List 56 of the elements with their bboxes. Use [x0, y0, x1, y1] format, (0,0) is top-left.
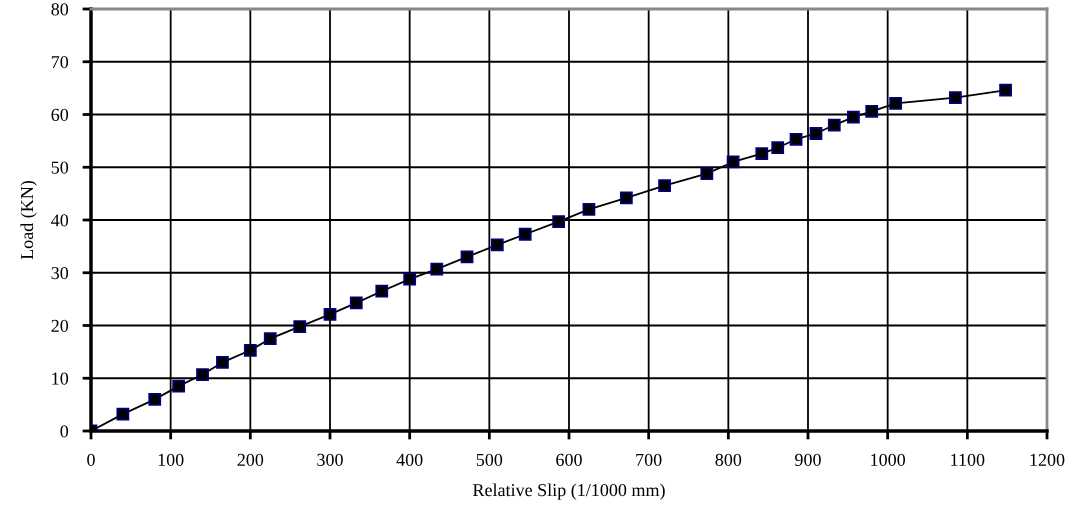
x-tick-label: 600 — [556, 453, 582, 466]
point — [889, 97, 903, 110]
point — [865, 104, 879, 118]
point — [999, 83, 1012, 97]
y-tick-label: 50 — [51, 161, 69, 174]
y-tick-label: 30 — [51, 267, 69, 280]
point — [172, 379, 186, 393]
x-tick-label: 300 — [317, 453, 343, 466]
point — [755, 147, 769, 160]
point — [375, 284, 389, 298]
point — [726, 155, 740, 169]
point — [619, 191, 633, 205]
point — [700, 167, 714, 180]
point — [403, 272, 417, 286]
point — [323, 308, 337, 321]
x-tick-label: 700 — [636, 453, 662, 466]
point — [216, 356, 229, 369]
y-axis-title: Load (KN) — [20, 180, 37, 260]
x-tick-label: 1100 — [951, 453, 985, 466]
point — [196, 368, 209, 381]
x-tick-label: 800 — [715, 453, 742, 466]
y-tick-label: 80 — [51, 3, 69, 16]
x-tick-label: 1000 — [871, 453, 906, 466]
y-tick-label: 60 — [51, 108, 69, 121]
x-tick-label: 0 — [87, 453, 95, 466]
x-tick-label: 1200 — [1030, 453, 1065, 466]
point — [243, 343, 257, 357]
x-tick-label: 200 — [237, 453, 264, 466]
point — [827, 118, 841, 132]
y-tick-label: 0 — [60, 425, 69, 438]
point — [116, 407, 130, 421]
point — [518, 227, 532, 241]
point — [293, 320, 307, 333]
point — [789, 132, 803, 146]
point — [658, 179, 671, 193]
x-tick-label: 500 — [476, 453, 503, 466]
x-tick-label: 900 — [795, 453, 821, 466]
point — [948, 91, 962, 105]
point — [809, 127, 823, 140]
point — [263, 332, 277, 346]
point — [847, 110, 860, 124]
y-tick-label: 40 — [51, 214, 69, 227]
point — [349, 296, 363, 310]
point — [582, 203, 596, 216]
point — [552, 215, 566, 228]
x-axis-title: Relative Slip (1/1000 mm) — [472, 483, 665, 500]
x-tick-label: 400 — [396, 453, 423, 466]
point — [460, 250, 474, 264]
point — [430, 262, 444, 276]
point — [490, 238, 504, 252]
y-tick-label: 10 — [52, 372, 69, 385]
y-tick-label: 20 — [51, 319, 69, 332]
point — [771, 141, 785, 155]
point — [148, 392, 162, 406]
y-tick-label: 70 — [51, 56, 69, 69]
x-tick-label: 100 — [158, 453, 184, 466]
